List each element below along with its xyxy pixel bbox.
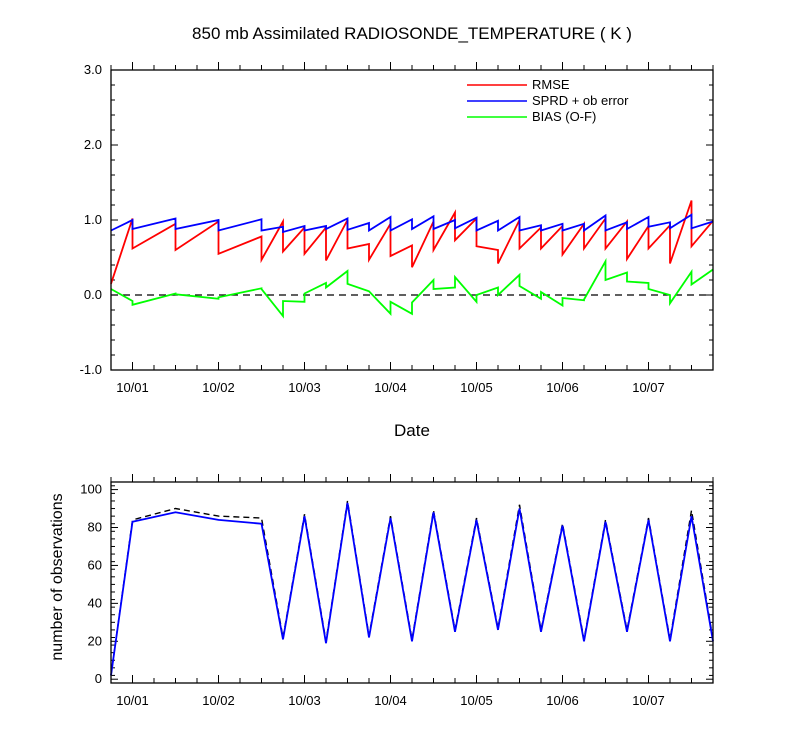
bottom-x-tick-label: 10/06 [546,693,579,708]
top-x-tick-label: 10/04 [374,380,407,395]
top-y-tick-label: 1.0 [84,212,102,227]
bottom-x-tick-label: 10/03 [288,693,321,708]
legend: RMSE SPRD + ob error BIAS (O-F) [467,77,629,124]
bottom-y-tick-label: 80 [88,520,102,535]
top-y-tick-label: 0.0 [84,287,102,302]
legend-label-bias: BIAS (O-F) [532,109,596,124]
bottom-plot-frame [110,481,714,684]
top-x-tick-label: 10/07 [632,380,665,395]
top-plot-frame [110,69,714,371]
top-y-tick-label: 3.0 [84,62,102,77]
bottom-y-tick-label: 0 [95,671,102,686]
top-x-tick-label: 10/05 [460,380,493,395]
bottom-series-1-line [110,502,714,676]
top-x-tick-label: 10/03 [288,380,321,395]
top-x-tick-label: 10/01 [116,380,149,395]
top-x-axis-label: Date [394,421,430,440]
top-x-tick-label: 10/06 [546,380,579,395]
bottom-y-axis-label: number of observations [49,493,66,660]
bottom-y-tick-label: 20 [88,633,102,648]
top-rmse-line [110,200,714,285]
bottom-x-tick-label: 10/04 [374,693,407,708]
legend-label-sprd: SPRD + ob error [532,93,629,108]
bottom-y-tick-label: 60 [88,557,102,572]
legend-label-rmse: RMSE [532,77,570,92]
bottom-y-tick-label: 40 [88,595,102,610]
bottom-x-tick-label: 10/05 [460,693,493,708]
top-sprd-ob-error-line [110,213,714,234]
chart-title: 850 mb Assimilated RADIOSONDE_TEMPERATUR… [192,24,632,43]
bottom-panel: 0 20 40 60 80 100 10/01 10/02 10/03 10/04 10/05 10/… [80,474,714,708]
bottom-series-0-line [110,500,714,676]
top-x-tick-label: 10/02 [202,380,235,395]
top-bias-o-f-line [110,257,714,319]
top-y-tick-label: -1.0 [80,362,102,377]
top-y-tick-label: 2.0 [84,137,102,152]
bottom-y-tick-label: 100 [80,482,102,497]
bottom-x-tick-label: 10/07 [632,693,665,708]
top-panel: -1.0 0.0 1.0 2.0 3.0 10/01 10/02 10/03 10/04 10/0… [80,62,714,395]
bottom-x-tick-label: 10/02 [202,693,235,708]
bottom-x-tick-label: 10/01 [116,693,149,708]
